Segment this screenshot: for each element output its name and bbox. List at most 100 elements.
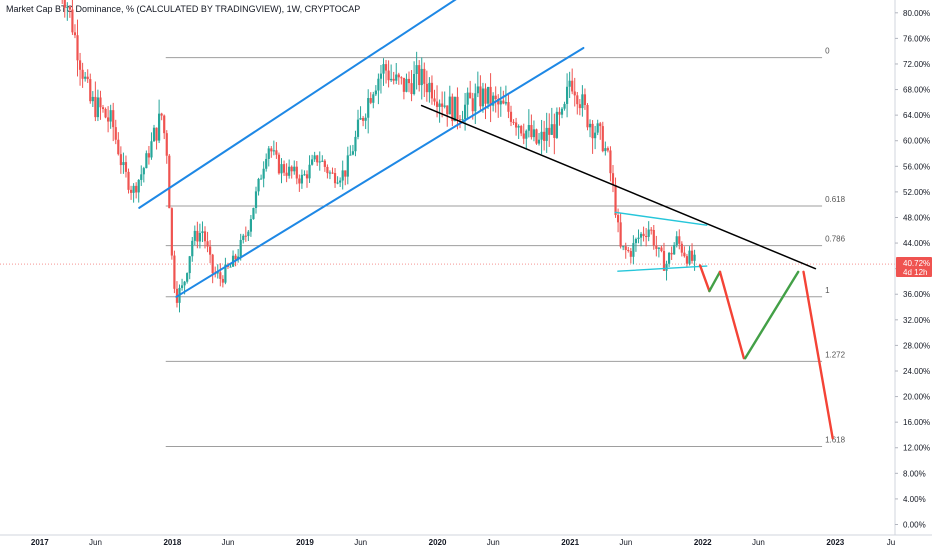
candle-body [295, 166, 298, 179]
y-tick-label: 4.00% [903, 495, 926, 504]
candle-body [168, 155, 171, 209]
candle-body [84, 76, 87, 79]
candle-body [545, 127, 548, 141]
x-tick-label: 2018 [163, 538, 181, 547]
candle-body [637, 237, 640, 239]
candle-body [430, 82, 434, 99]
candle-body [239, 239, 242, 257]
candle-body [492, 95, 495, 106]
candle-body [341, 170, 344, 181]
x-tick-label: Jun [354, 538, 367, 547]
candle-body [339, 180, 342, 183]
candle-body [627, 249, 630, 251]
candle-body [277, 154, 281, 174]
x-tick-label: Jun [222, 538, 235, 547]
candle-body [576, 95, 579, 105]
candle-body [321, 160, 324, 162]
candle-body [573, 91, 576, 96]
candle-body [685, 256, 689, 264]
fib-level-label: 1.272 [825, 350, 846, 359]
candle-body [558, 111, 561, 115]
chart-title: Market Cap BTC Dominance, % (CALCULATED … [6, 4, 361, 14]
candle-body [489, 86, 492, 106]
candle-body [581, 94, 584, 109]
drawn-lines [138, 0, 834, 440]
candle-body [412, 74, 416, 95]
candle-body [463, 104, 467, 120]
candle-body [180, 285, 184, 288]
candle-body [359, 117, 362, 120]
price-tag-timer: 4d 12h [903, 268, 927, 277]
candle-body [191, 240, 194, 257]
candle-body [629, 250, 632, 257]
candle-body [614, 185, 617, 216]
candle-body [183, 281, 186, 286]
candle-body [609, 150, 612, 174]
candle-body [288, 166, 291, 176]
y-tick-label: 64.00% [903, 111, 930, 120]
candle-body [71, 9, 74, 33]
y-tick-label: 24.00% [903, 367, 930, 376]
candle-body [568, 80, 571, 87]
candle-body [78, 60, 82, 70]
candle-body [280, 164, 283, 174]
candle-body [349, 154, 352, 156]
fib-level-label: 1.618 [825, 435, 846, 444]
candle-body [361, 117, 365, 121]
channel-lower-line [175, 46, 585, 298]
candle-body [647, 229, 650, 237]
candle-body [229, 266, 232, 268]
candle-body [201, 231, 204, 233]
candle-body [135, 185, 138, 193]
y-tick-label: 44.00% [903, 239, 930, 248]
y-tick-label: 36.00% [903, 290, 930, 299]
y-tick-label: 32.00% [903, 316, 930, 325]
candle-body [481, 88, 485, 107]
candle-body [127, 171, 130, 190]
projection-segment [802, 270, 834, 440]
channel-upper-line [138, 0, 457, 209]
candle-body [369, 98, 372, 103]
candle-body [216, 272, 219, 274]
candle-body [571, 80, 574, 92]
candle-body [224, 264, 227, 283]
projection-segment [698, 264, 711, 293]
candle-body [68, 6, 71, 10]
candle-body [254, 191, 258, 208]
candle-body [244, 235, 247, 237]
fib-level-label: 0.618 [825, 195, 846, 204]
y-tick-label: 12.00% [903, 444, 930, 453]
candle-body [303, 174, 306, 176]
candle-body [249, 219, 253, 232]
candle-body [418, 65, 421, 86]
candle-body [313, 155, 316, 160]
candle-body [660, 247, 663, 251]
candle-body [543, 131, 546, 141]
candle-body [377, 78, 380, 91]
fib-level-label: 1 [825, 286, 830, 295]
candle-body [152, 127, 156, 142]
candle-body [336, 182, 339, 184]
candle-body [165, 133, 168, 156]
candles [61, 0, 696, 313]
candle-body [407, 78, 411, 84]
candle-body [624, 246, 627, 250]
candle-body [601, 126, 604, 152]
triangle-upper-line [614, 211, 708, 226]
y-tick-label: 68.00% [903, 86, 930, 95]
candle-body [484, 88, 487, 104]
candle-body [453, 96, 456, 122]
candle-body [374, 90, 377, 95]
candle-body [456, 96, 459, 120]
candle-body [387, 70, 390, 81]
candle-body [438, 103, 441, 107]
candle-body [323, 160, 326, 167]
candle-body [318, 161, 321, 163]
candle-body [114, 127, 117, 140]
candle-body [188, 256, 191, 274]
projection-segment [718, 270, 746, 360]
candle-body [507, 102, 510, 112]
y-tick-label: 80.00% [903, 9, 930, 18]
candle-body [443, 105, 446, 107]
